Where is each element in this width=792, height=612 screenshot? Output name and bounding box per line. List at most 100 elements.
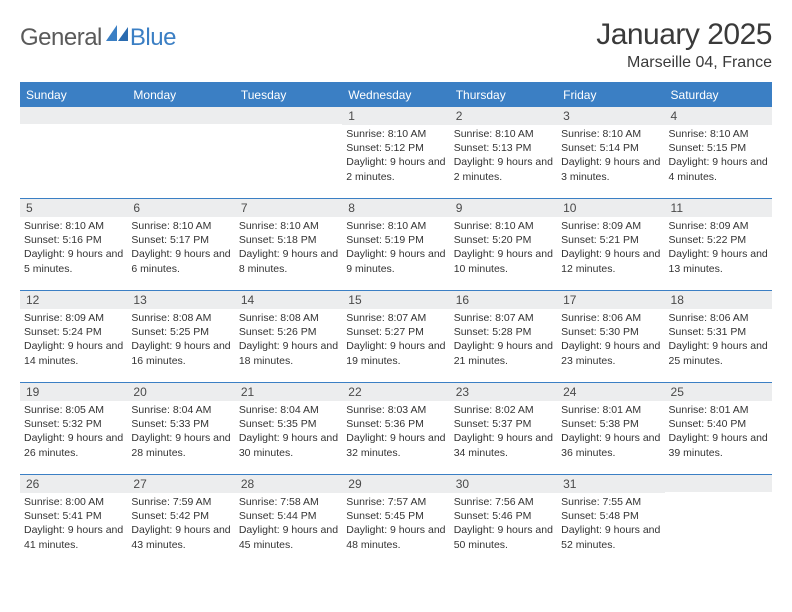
sunrise-line: Sunrise: 8:04 AM bbox=[131, 403, 230, 417]
sunset-line: Sunset: 5:26 PM bbox=[239, 325, 338, 339]
sun-info: Sunrise: 8:09 AMSunset: 5:22 PMDaylight:… bbox=[665, 217, 772, 276]
sunset-line: Sunset: 5:25 PM bbox=[131, 325, 230, 339]
sunset-line: Sunset: 5:27 PM bbox=[346, 325, 445, 339]
day-number: 20 bbox=[127, 382, 234, 401]
sun-info: Sunrise: 8:10 AMSunset: 5:16 PMDaylight:… bbox=[20, 217, 127, 276]
calendar-week-row: 12Sunrise: 8:09 AMSunset: 5:24 PMDayligh… bbox=[20, 290, 772, 382]
daylight-line: Daylight: 9 hours and 36 minutes. bbox=[561, 431, 660, 459]
day-number: 13 bbox=[127, 290, 234, 309]
sun-info: Sunrise: 8:10 AMSunset: 5:19 PMDaylight:… bbox=[342, 217, 449, 276]
sunset-line: Sunset: 5:17 PM bbox=[131, 233, 230, 247]
calendar-cell: 26Sunrise: 8:00 AMSunset: 5:41 PMDayligh… bbox=[20, 474, 127, 566]
calendar-body: 1Sunrise: 8:10 AMSunset: 5:12 PMDaylight… bbox=[20, 106, 772, 566]
sunset-line: Sunset: 5:45 PM bbox=[346, 509, 445, 523]
day-number: 2 bbox=[450, 106, 557, 125]
sun-info: Sunrise: 8:02 AMSunset: 5:37 PMDaylight:… bbox=[450, 401, 557, 460]
day-number: 27 bbox=[127, 474, 234, 493]
calendar-cell: 8Sunrise: 8:10 AMSunset: 5:19 PMDaylight… bbox=[342, 198, 449, 290]
day-number: 30 bbox=[450, 474, 557, 493]
sun-info: Sunrise: 8:06 AMSunset: 5:31 PMDaylight:… bbox=[665, 309, 772, 368]
daylight-line: Daylight: 9 hours and 43 minutes. bbox=[131, 523, 230, 551]
sunset-line: Sunset: 5:48 PM bbox=[561, 509, 660, 523]
day-number: 25 bbox=[665, 382, 772, 401]
sun-info: Sunrise: 8:10 AMSunset: 5:18 PMDaylight:… bbox=[235, 217, 342, 276]
day-number: 10 bbox=[557, 198, 664, 217]
sun-info: Sunrise: 8:08 AMSunset: 5:26 PMDaylight:… bbox=[235, 309, 342, 368]
sun-info: Sunrise: 8:06 AMSunset: 5:30 PMDaylight:… bbox=[557, 309, 664, 368]
title-block: January 2025 Marseille 04, France bbox=[596, 18, 772, 72]
sunset-line: Sunset: 5:36 PM bbox=[346, 417, 445, 431]
sunrise-line: Sunrise: 8:10 AM bbox=[561, 127, 660, 141]
sunset-line: Sunset: 5:40 PM bbox=[669, 417, 768, 431]
sun-info: Sunrise: 8:08 AMSunset: 5:25 PMDaylight:… bbox=[127, 309, 234, 368]
sunrise-line: Sunrise: 8:10 AM bbox=[346, 219, 445, 233]
daylight-line: Daylight: 9 hours and 41 minutes. bbox=[24, 523, 123, 551]
calendar-cell bbox=[20, 106, 127, 198]
day-number: 8 bbox=[342, 198, 449, 217]
sun-info: Sunrise: 8:09 AMSunset: 5:21 PMDaylight:… bbox=[557, 217, 664, 276]
sunrise-line: Sunrise: 7:58 AM bbox=[239, 495, 338, 509]
calendar-cell: 31Sunrise: 7:55 AMSunset: 5:48 PMDayligh… bbox=[557, 474, 664, 566]
calendar-cell: 7Sunrise: 8:10 AMSunset: 5:18 PMDaylight… bbox=[235, 198, 342, 290]
sunrise-line: Sunrise: 8:01 AM bbox=[669, 403, 768, 417]
sun-info: Sunrise: 8:01 AMSunset: 5:40 PMDaylight:… bbox=[665, 401, 772, 460]
daylight-line: Daylight: 9 hours and 34 minutes. bbox=[454, 431, 553, 459]
daylight-line: Daylight: 9 hours and 45 minutes. bbox=[239, 523, 338, 551]
calendar-cell: 22Sunrise: 8:03 AMSunset: 5:36 PMDayligh… bbox=[342, 382, 449, 474]
sunset-line: Sunset: 5:22 PM bbox=[669, 233, 768, 247]
sunrise-line: Sunrise: 8:10 AM bbox=[131, 219, 230, 233]
sunset-line: Sunset: 5:30 PM bbox=[561, 325, 660, 339]
sunset-line: Sunset: 5:19 PM bbox=[346, 233, 445, 247]
day-number: 31 bbox=[557, 474, 664, 493]
sunrise-line: Sunrise: 7:59 AM bbox=[131, 495, 230, 509]
day-number: 28 bbox=[235, 474, 342, 493]
calendar-cell bbox=[127, 106, 234, 198]
calendar-week-row: 5Sunrise: 8:10 AMSunset: 5:16 PMDaylight… bbox=[20, 198, 772, 290]
sunrise-line: Sunrise: 8:10 AM bbox=[24, 219, 123, 233]
daylight-line: Daylight: 9 hours and 26 minutes. bbox=[24, 431, 123, 459]
calendar-cell: 1Sunrise: 8:10 AMSunset: 5:12 PMDaylight… bbox=[342, 106, 449, 198]
empty-day bbox=[235, 106, 342, 124]
daylight-line: Daylight: 9 hours and 6 minutes. bbox=[131, 247, 230, 275]
calendar-cell: 27Sunrise: 7:59 AMSunset: 5:42 PMDayligh… bbox=[127, 474, 234, 566]
sunset-line: Sunset: 5:14 PM bbox=[561, 141, 660, 155]
sun-info: Sunrise: 8:10 AMSunset: 5:14 PMDaylight:… bbox=[557, 125, 664, 184]
sunset-line: Sunset: 5:20 PM bbox=[454, 233, 553, 247]
day-number: 6 bbox=[127, 198, 234, 217]
calendar-cell: 5Sunrise: 8:10 AMSunset: 5:16 PMDaylight… bbox=[20, 198, 127, 290]
sunrise-line: Sunrise: 8:04 AM bbox=[239, 403, 338, 417]
daylight-line: Daylight: 9 hours and 10 minutes. bbox=[454, 247, 553, 275]
daylight-line: Daylight: 9 hours and 9 minutes. bbox=[346, 247, 445, 275]
weekday-header: Friday bbox=[557, 84, 664, 106]
sun-info: Sunrise: 8:07 AMSunset: 5:28 PMDaylight:… bbox=[450, 309, 557, 368]
sunset-line: Sunset: 5:33 PM bbox=[131, 417, 230, 431]
sunrise-line: Sunrise: 7:55 AM bbox=[561, 495, 660, 509]
sunrise-line: Sunrise: 7:57 AM bbox=[346, 495, 445, 509]
sunrise-line: Sunrise: 8:01 AM bbox=[561, 403, 660, 417]
day-number: 15 bbox=[342, 290, 449, 309]
page-title: January 2025 bbox=[596, 18, 772, 52]
sun-info: Sunrise: 8:10 AMSunset: 5:15 PMDaylight:… bbox=[665, 125, 772, 184]
logo-text-general: General bbox=[20, 24, 102, 52]
daylight-line: Daylight: 9 hours and 25 minutes. bbox=[669, 339, 768, 367]
calendar-cell: 14Sunrise: 8:08 AMSunset: 5:26 PMDayligh… bbox=[235, 290, 342, 382]
sunrise-line: Sunrise: 8:09 AM bbox=[24, 311, 123, 325]
day-number: 11 bbox=[665, 198, 772, 217]
sunset-line: Sunset: 5:35 PM bbox=[239, 417, 338, 431]
calendar-cell: 20Sunrise: 8:04 AMSunset: 5:33 PMDayligh… bbox=[127, 382, 234, 474]
calendar-cell: 12Sunrise: 8:09 AMSunset: 5:24 PMDayligh… bbox=[20, 290, 127, 382]
weekday-header: Tuesday bbox=[235, 84, 342, 106]
sunset-line: Sunset: 5:37 PM bbox=[454, 417, 553, 431]
calendar-cell: 28Sunrise: 7:58 AMSunset: 5:44 PMDayligh… bbox=[235, 474, 342, 566]
daylight-line: Daylight: 9 hours and 48 minutes. bbox=[346, 523, 445, 551]
daylight-line: Daylight: 9 hours and 3 minutes. bbox=[561, 155, 660, 183]
weekday-header: Monday bbox=[127, 84, 234, 106]
calendar-cell: 23Sunrise: 8:02 AMSunset: 5:37 PMDayligh… bbox=[450, 382, 557, 474]
daylight-line: Daylight: 9 hours and 30 minutes. bbox=[239, 431, 338, 459]
daylight-line: Daylight: 9 hours and 21 minutes. bbox=[454, 339, 553, 367]
sun-info: Sunrise: 8:10 AMSunset: 5:13 PMDaylight:… bbox=[450, 125, 557, 184]
day-number: 19 bbox=[20, 382, 127, 401]
day-number: 12 bbox=[20, 290, 127, 309]
empty-day bbox=[20, 106, 127, 124]
day-number: 9 bbox=[450, 198, 557, 217]
